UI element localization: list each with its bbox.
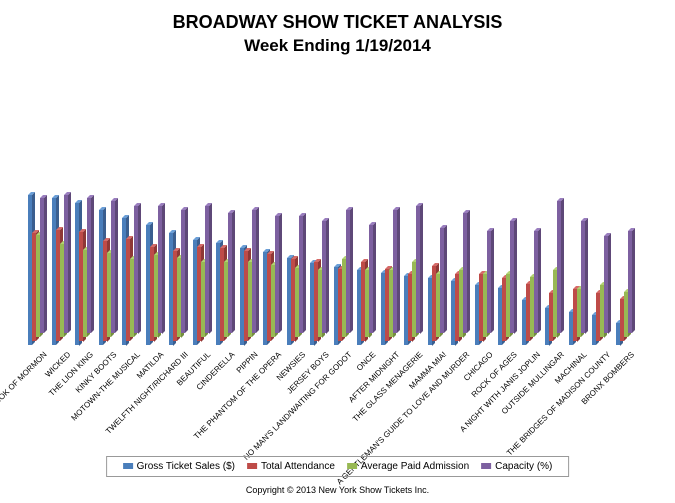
legend-label: Total Attendance bbox=[261, 461, 335, 472]
legend-item: Total Attendance bbox=[247, 461, 335, 472]
legend-swatch bbox=[347, 463, 357, 469]
legend-item: Average Paid Admission bbox=[347, 461, 469, 472]
legend-swatch bbox=[247, 463, 257, 469]
legend-swatch bbox=[481, 463, 491, 469]
chart-subtitle: Week Ending 1/19/2014 bbox=[0, 36, 675, 56]
legend-swatch bbox=[123, 463, 133, 469]
chart-container: BROADWAY SHOW TICKET ANALYSIS Week Endin… bbox=[0, 0, 675, 503]
legend-item: Capacity (%) bbox=[481, 461, 552, 472]
legend-label: Average Paid Admission bbox=[361, 461, 469, 472]
chart-title: BROADWAY SHOW TICKET ANALYSIS bbox=[0, 12, 675, 33]
x-axis-labels: THE BOOK OF MORMONWICKEDTHE LION KINGKIN… bbox=[20, 200, 655, 440]
x-axis-label: THE BOOK OF MORMON bbox=[0, 350, 48, 423]
legend-label: Gross Ticket Sales ($) bbox=[137, 461, 235, 472]
legend-label: Capacity (%) bbox=[495, 461, 552, 472]
copyright-text: Copyright © 2013 New York Show Tickets I… bbox=[0, 485, 675, 495]
legend: Gross Ticket Sales ($) Total Attendance Av… bbox=[106, 456, 570, 477]
legend-item: Gross Ticket Sales ($) bbox=[123, 461, 235, 472]
